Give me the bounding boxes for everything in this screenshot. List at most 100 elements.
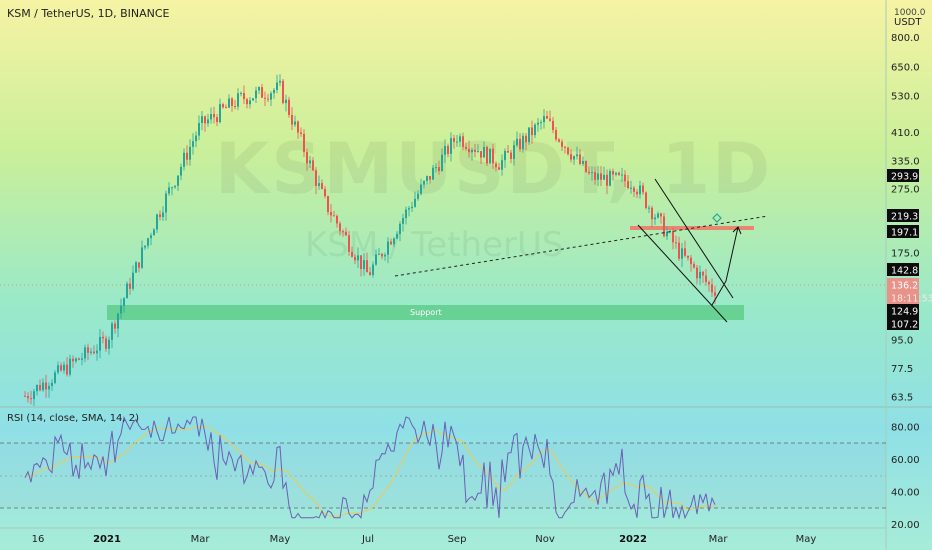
candle-body xyxy=(513,145,515,159)
candle-body xyxy=(489,148,491,164)
price-badge: 124.9 xyxy=(887,304,919,318)
candle-body xyxy=(171,187,173,189)
candle-body xyxy=(591,172,593,174)
symbol-title[interactable]: KSM / TetherUS, 1D, BINANCE xyxy=(7,7,170,20)
candle-body xyxy=(258,87,260,91)
candle-body xyxy=(618,172,620,175)
candle-body xyxy=(33,391,35,400)
candle-body xyxy=(525,135,527,143)
candle-body xyxy=(393,238,395,245)
time-label: 2021 xyxy=(93,534,121,545)
candle-body xyxy=(153,229,155,236)
support-zone[interactable] xyxy=(107,305,744,320)
candle-body xyxy=(135,262,137,273)
candle-body xyxy=(264,97,266,99)
candle-body xyxy=(60,365,62,371)
candle-body xyxy=(348,235,350,252)
candle-body xyxy=(81,358,83,360)
candle-body xyxy=(456,141,458,143)
candle-body xyxy=(408,208,410,210)
candle-body xyxy=(285,99,287,104)
candle-body xyxy=(534,124,536,136)
candle-body xyxy=(630,187,632,189)
candle-body xyxy=(330,212,332,216)
candle-body xyxy=(69,358,71,375)
candle-body xyxy=(273,89,275,94)
target-diamond-icon xyxy=(712,213,722,223)
candle-body xyxy=(210,114,212,120)
candle-body xyxy=(198,122,200,136)
price-tick-label: 530.0 xyxy=(891,92,920,103)
candle-body xyxy=(195,135,197,142)
price-badge-bg xyxy=(887,317,919,330)
candle-body xyxy=(213,114,215,118)
candle-body xyxy=(336,215,338,224)
candle-body xyxy=(423,181,425,185)
candle-body xyxy=(606,174,608,186)
candle-body xyxy=(573,156,575,160)
candle-body xyxy=(570,154,572,160)
candle-body xyxy=(441,154,443,172)
candle-body xyxy=(303,133,305,153)
candle-body xyxy=(420,184,422,194)
candle-body xyxy=(483,146,485,158)
time-label: May xyxy=(270,534,291,545)
candle-body xyxy=(123,298,125,306)
candle-body xyxy=(204,116,206,124)
candle-body xyxy=(414,198,416,207)
price-tick-label: 410.0 xyxy=(891,128,920,139)
candle-body xyxy=(201,116,203,123)
candle-body xyxy=(597,173,599,180)
rsi-zone-fill xyxy=(0,443,886,508)
price-unit: 1000.0 USDT xyxy=(894,8,926,28)
wedge-upper-line[interactable] xyxy=(654,178,734,299)
candle-body xyxy=(324,188,326,197)
price-badge-value: 124.9 xyxy=(891,307,918,318)
candle-body xyxy=(246,99,248,105)
candle-body xyxy=(450,138,452,154)
candle-body xyxy=(369,272,371,276)
candle-body xyxy=(402,218,404,224)
candle-body xyxy=(645,192,647,208)
candle-body xyxy=(603,174,605,180)
candle-body xyxy=(366,260,368,273)
candle-body xyxy=(711,284,713,293)
price-badge-value: 107.2 xyxy=(891,320,918,331)
candle-body xyxy=(42,382,44,391)
candle-body xyxy=(654,217,656,220)
candle-body xyxy=(705,275,707,282)
rsi-tick-label: 80.00 xyxy=(891,422,920,433)
candle-body xyxy=(339,223,341,232)
wedge-lower-line[interactable] xyxy=(637,224,728,323)
candle-body xyxy=(99,336,101,351)
price-axis-ticks: 800.0 650.0 530.0 410.0 335.0 275.0 175.0 95.0 7… xyxy=(891,33,920,403)
candle-body xyxy=(600,173,602,180)
dashed-trendline[interactable] xyxy=(394,215,769,277)
candle-body xyxy=(540,122,542,124)
candle-body xyxy=(345,231,347,236)
candle-body xyxy=(375,254,377,265)
price-badge-value: 197.1 xyxy=(891,228,918,239)
rsi-title[interactable]: RSI (14, close, SMA, 14, 2) xyxy=(7,413,140,424)
price-axis-badges: 293.9 219.3 197.1 142.8 136.2 18:11:53 124.9 10… xyxy=(887,169,932,331)
candle-body xyxy=(282,80,284,104)
candle-body xyxy=(396,234,398,239)
candle-body xyxy=(666,232,668,237)
candle-body xyxy=(150,235,152,239)
candle-body xyxy=(225,107,227,109)
candle-body xyxy=(528,127,530,143)
candle-body xyxy=(90,351,92,353)
candle-body xyxy=(36,384,38,392)
candle-body xyxy=(561,141,563,147)
candle-body xyxy=(615,172,617,175)
candle-body xyxy=(357,255,359,261)
candle-body xyxy=(426,176,428,182)
candle-body xyxy=(45,382,47,390)
price-tick-label: 800.0 xyxy=(891,33,920,44)
projection-arrow[interactable] xyxy=(711,226,739,306)
candle-body xyxy=(267,98,269,100)
candle-body xyxy=(579,154,581,164)
support-label: Support xyxy=(410,308,442,317)
time-label: Jul xyxy=(361,534,374,545)
